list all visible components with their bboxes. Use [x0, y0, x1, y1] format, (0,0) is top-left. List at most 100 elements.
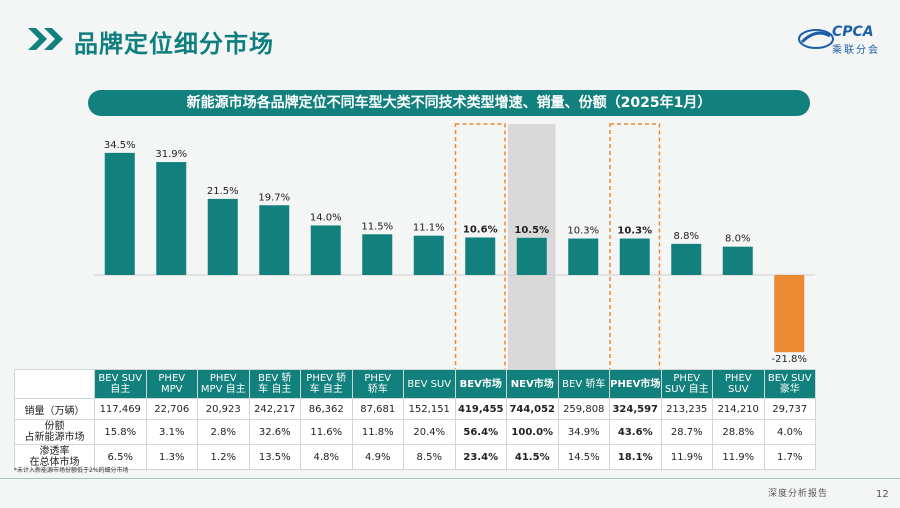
- cpca-logo-icon: [798, 29, 834, 49]
- table-cell: 419,455: [454, 398, 507, 420]
- data-label: 14.0%: [310, 212, 342, 223]
- chart-title-banner: 新能源市场各品牌定位不同车型大类不同技术类型增速、销量、份额（2025年1月）: [88, 90, 810, 116]
- page-title: 品牌定位细分市场: [74, 30, 274, 58]
- column-header: PHEV SUV: [712, 369, 765, 399]
- table-cell: 1.3%: [145, 444, 198, 470]
- table-row: 销量（万辆） 117,469 22,706 20,923 242,217 86,362 87…: [14, 398, 816, 420]
- data-label: 8.8%: [674, 231, 699, 242]
- column-header: NEV市场: [506, 369, 559, 399]
- cell-text: PHEV: [673, 373, 701, 384]
- table-cell: 87,681: [351, 398, 404, 420]
- cell-text: SUV: [727, 384, 749, 395]
- bar: [413, 235, 444, 275]
- data-label: 19.7%: [258, 192, 290, 203]
- row-label: 份额 占新能源市场: [14, 419, 95, 445]
- bar: [104, 152, 135, 275]
- data-label: 10.3%: [567, 226, 599, 237]
- table-cell: 28.7%: [660, 419, 713, 445]
- cell-text: BEV SUV: [407, 378, 452, 390]
- data-label: 21.5%: [207, 186, 239, 197]
- table-cell: 100.0%: [506, 419, 559, 445]
- data-label: 10.5%: [514, 225, 549, 236]
- table-cell: 28.8%: [712, 419, 765, 445]
- table-cell: 20,923: [197, 398, 250, 420]
- cell-text: 豪华: [779, 384, 800, 395]
- column-header: PHEV MPV: [145, 369, 198, 399]
- table-cell: 259,808: [557, 398, 610, 420]
- data-label: 34.5%: [104, 140, 136, 151]
- table-cell: 32.6%: [248, 419, 301, 445]
- cell-text: NEV市场: [510, 378, 554, 390]
- table-cell: 324,597: [609, 398, 662, 420]
- cell-text: MPV: [161, 384, 183, 395]
- bar: [619, 238, 650, 275]
- cell-text: BEV SUV: [767, 373, 812, 384]
- bar: [516, 237, 547, 275]
- table-cell: 152,151: [403, 398, 456, 420]
- cell-text: BEV 轿车: [562, 378, 606, 390]
- cell-text: 车 自主: [309, 384, 343, 395]
- table-cell: 29,737: [763, 398, 816, 420]
- data-label: 11.5%: [361, 221, 393, 232]
- table-cell: 13.5%: [248, 444, 301, 470]
- bar: [568, 238, 599, 275]
- table-cell: 117,469: [94, 398, 147, 420]
- cell-text: PHEV: [364, 373, 392, 384]
- table-cell: 11.9%: [712, 444, 765, 470]
- cell-text: PHEV市场: [610, 378, 661, 390]
- table-cell: 213,235: [660, 398, 713, 420]
- footer-divider: [0, 478, 900, 479]
- table-cell: 214,210: [712, 398, 765, 420]
- data-table: BEV SUV 自主 PHEV MPV PHEV MPV 自主 BEV 轿车 自主 PHEV …: [14, 369, 816, 470]
- cell-text: PHEV 轿: [306, 373, 347, 384]
- cell-text: 渗透率: [39, 446, 70, 457]
- table-cell: 3.1%: [145, 419, 198, 445]
- bar: [310, 225, 341, 275]
- table-cell: 11.9%: [660, 444, 713, 470]
- column-header: BEV SUV 豪华: [763, 369, 816, 399]
- table-cell: 11.6%: [300, 419, 353, 445]
- highlight-dashed-box: [609, 123, 661, 469]
- header: 品牌定位细分市场 CPCA 乘联分会: [0, 0, 900, 70]
- cell-text: BEV SUV: [98, 373, 143, 384]
- cell-text: MPV 自主: [200, 384, 246, 395]
- column-header: BEV SUV 自主: [94, 369, 147, 399]
- bar: [774, 275, 805, 353]
- double-chevron-icon: [28, 28, 63, 50]
- cell-text: BEV 轿: [258, 373, 292, 384]
- highlight-dashed-box: [454, 123, 506, 469]
- table-cell: 56.4%: [454, 419, 507, 445]
- data-label: 10.3%: [617, 226, 652, 237]
- table-cell: 1.2%: [197, 444, 250, 470]
- table-row: 份额 占新能源市场 15.8% 3.1% 2.8% 32.6% 11.6% 11.8% 20.4…: [14, 419, 816, 445]
- bar: [207, 198, 238, 275]
- bar: [362, 234, 393, 275]
- table-cell: 242,217: [248, 398, 301, 420]
- cell-text: 占新能源市场: [24, 432, 85, 443]
- table-cell: 2.8%: [197, 419, 250, 445]
- table-cell: 11.8%: [351, 419, 404, 445]
- table-cell: 15.8%: [94, 419, 147, 445]
- cell-text: 在总体市场: [29, 457, 80, 468]
- table-cell: 20.4%: [403, 419, 456, 445]
- data-label: 8.0%: [725, 234, 750, 245]
- report-label: 深度分析报告: [768, 489, 829, 499]
- table-cell: 8.5%: [403, 444, 456, 470]
- table-cell: 22,706: [145, 398, 198, 420]
- cell-text: PHEV: [724, 373, 752, 384]
- column-header: BEV 轿车: [557, 369, 610, 399]
- cell-text: 轿车: [367, 384, 388, 395]
- column-header: BEV市场: [454, 369, 507, 399]
- table-cell: 4.8%: [300, 444, 353, 470]
- table-cell: 4.0%: [763, 419, 816, 445]
- cell-text: 自主: [110, 384, 131, 395]
- table-cell: 34.9%: [557, 419, 610, 445]
- bar: [465, 237, 496, 275]
- table-cell: 86,362: [300, 398, 353, 420]
- data-label: 11.1%: [413, 223, 445, 234]
- header-blank-cell: [14, 369, 95, 399]
- cell-text: 销量（万辆）: [24, 405, 85, 417]
- row-label: 渗透率 在总体市场: [14, 444, 95, 470]
- table-cell: 1.7%: [763, 444, 816, 470]
- table-cell: 43.6%: [609, 419, 662, 445]
